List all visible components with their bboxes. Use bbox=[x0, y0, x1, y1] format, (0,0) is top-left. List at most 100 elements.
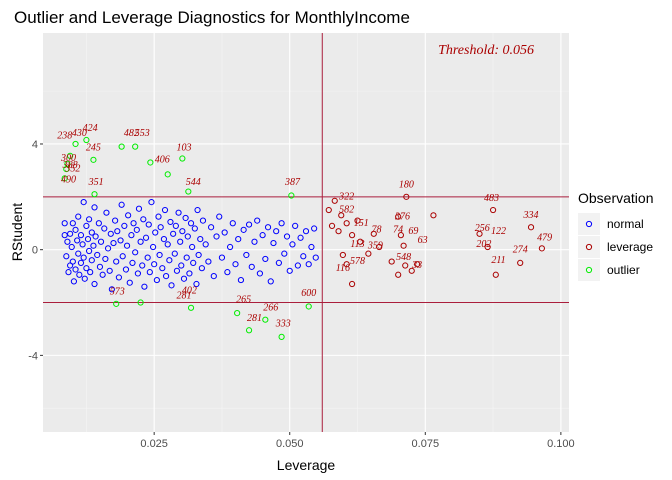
normal-point bbox=[157, 224, 164, 231]
point-label: 430 bbox=[72, 128, 87, 139]
normal-point bbox=[235, 236, 242, 243]
point-label: 333 bbox=[275, 318, 291, 329]
normal-point bbox=[61, 220, 68, 227]
outlier-point bbox=[132, 143, 139, 150]
normal-point bbox=[75, 250, 82, 257]
leverage-point bbox=[343, 261, 350, 268]
leverage-point bbox=[370, 230, 377, 237]
normal-point bbox=[101, 225, 108, 232]
normal-point bbox=[199, 217, 207, 224]
point-label: 265 bbox=[236, 295, 251, 306]
normal-point bbox=[115, 274, 123, 281]
normal-point bbox=[193, 280, 200, 288]
normal-point bbox=[218, 254, 226, 261]
normal-point bbox=[281, 250, 288, 257]
point-label: 352 bbox=[64, 164, 80, 175]
normal-point bbox=[248, 263, 255, 270]
normal-point bbox=[177, 238, 184, 245]
point-label: 402 bbox=[182, 285, 197, 296]
y-tick-label: 0 bbox=[32, 245, 38, 257]
normal-point bbox=[172, 222, 179, 229]
outlier-point bbox=[91, 191, 98, 198]
outlier-point bbox=[179, 155, 186, 162]
normal-point bbox=[210, 272, 217, 280]
point-label: 69 bbox=[408, 226, 418, 237]
outlier-point bbox=[262, 316, 269, 323]
normal-point bbox=[184, 233, 191, 240]
point-label: 322 bbox=[338, 191, 354, 202]
leverage-point bbox=[335, 228, 342, 235]
normal-point bbox=[173, 267, 181, 274]
normal-point bbox=[182, 214, 189, 222]
normal-point bbox=[80, 199, 87, 206]
leverage-point bbox=[338, 212, 345, 219]
normal-point bbox=[273, 228, 280, 235]
normal-point bbox=[240, 226, 247, 233]
normal-point bbox=[264, 224, 272, 231]
normal-point bbox=[156, 251, 163, 259]
legend-symbol-leverage bbox=[585, 243, 593, 251]
normal-point bbox=[205, 258, 212, 265]
normal-point bbox=[226, 243, 234, 251]
normal-point bbox=[171, 250, 178, 257]
normal-point bbox=[167, 218, 174, 226]
leverage-point bbox=[348, 280, 356, 288]
leverage-point bbox=[376, 243, 383, 251]
leverage-point bbox=[331, 197, 338, 204]
point-label: 376 bbox=[394, 211, 410, 222]
outlier-point bbox=[72, 140, 79, 148]
normal-point bbox=[166, 257, 173, 264]
point-label: 490 bbox=[61, 174, 76, 185]
point-label: 482 bbox=[124, 128, 139, 139]
leverage-point bbox=[476, 230, 483, 237]
normal-point bbox=[213, 233, 220, 240]
normal-point bbox=[83, 265, 90, 272]
normal-point bbox=[74, 237, 81, 244]
normal-point bbox=[99, 271, 106, 278]
outlier-point bbox=[187, 304, 195, 311]
normal-point bbox=[237, 276, 245, 284]
leverage-point bbox=[395, 271, 402, 278]
normal-point bbox=[106, 267, 113, 274]
normal-point bbox=[170, 230, 177, 237]
legend-symbol-outlier bbox=[585, 266, 593, 274]
outlier-point bbox=[90, 156, 97, 163]
normal-point bbox=[130, 220, 137, 227]
normal-point bbox=[104, 245, 112, 252]
normal-point bbox=[125, 212, 132, 219]
normal-point bbox=[243, 251, 250, 259]
normal-point bbox=[300, 253, 307, 260]
normal-point bbox=[91, 280, 98, 288]
normal-point bbox=[76, 271, 83, 278]
normal-point bbox=[118, 201, 125, 208]
normal-point bbox=[148, 199, 155, 206]
outlier-point bbox=[67, 152, 74, 159]
normal-point bbox=[75, 213, 82, 220]
legend: Observation normal leverage outlier bbox=[578, 190, 653, 281]
normal-point bbox=[114, 228, 121, 235]
leverage-point bbox=[402, 262, 409, 269]
normal-point bbox=[189, 243, 196, 251]
threshold-label: Threshold: 0.056 bbox=[438, 43, 534, 58]
normal-point bbox=[216, 213, 223, 220]
normal-point bbox=[275, 259, 282, 266]
normal-point bbox=[245, 221, 253, 228]
y-tick-label: 4 bbox=[32, 139, 38, 151]
leverage-point bbox=[430, 212, 437, 219]
legend-key-normal bbox=[578, 213, 600, 235]
leverage-point bbox=[395, 213, 402, 220]
normal-point bbox=[286, 267, 293, 274]
outlier-point bbox=[245, 327, 253, 334]
normal-point bbox=[88, 257, 95, 264]
outlier-point bbox=[137, 299, 144, 306]
point-label: 266 bbox=[263, 302, 278, 313]
normal-point bbox=[122, 266, 130, 273]
normal-point bbox=[289, 241, 296, 248]
normal-point bbox=[221, 229, 228, 236]
normal-point bbox=[102, 255, 109, 263]
normal-point bbox=[63, 253, 70, 260]
normal-point bbox=[155, 213, 162, 220]
legend-symbol-normal bbox=[585, 220, 593, 228]
leverage-point bbox=[325, 206, 332, 214]
legend-label-normal: normal bbox=[607, 217, 644, 231]
